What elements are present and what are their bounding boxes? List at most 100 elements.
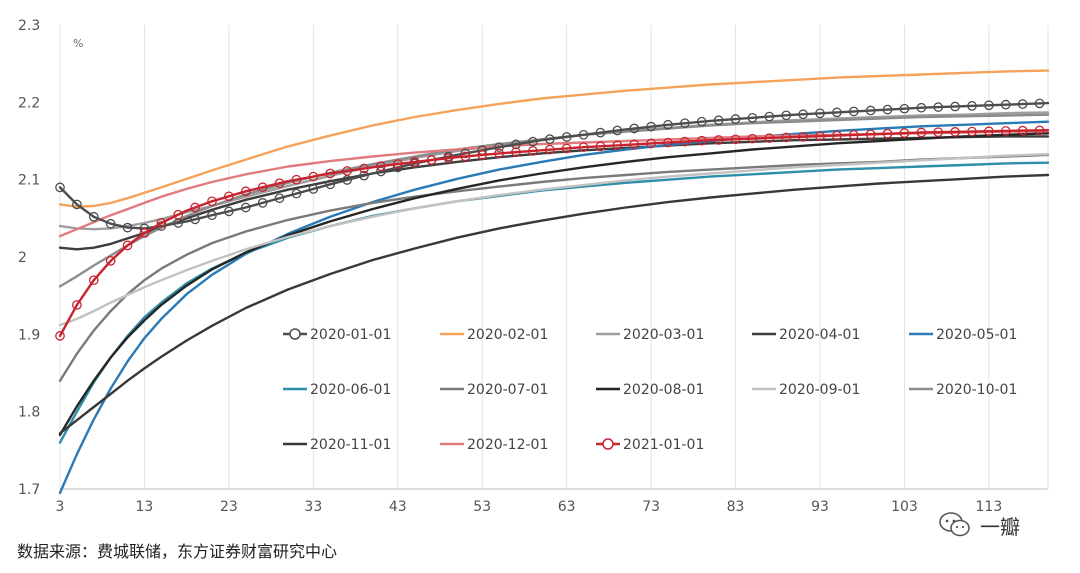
series-marker-2020-01-01	[680, 118, 690, 129]
series-marker-2021-01-01	[747, 133, 758, 144]
series-marker-2021-01-01	[865, 129, 876, 140]
grid	[59, 25, 990, 489]
series-marker-2021-01-01	[528, 146, 538, 156]
wechat-icon	[939, 512, 970, 537]
series-marker-2021-01-01	[325, 168, 336, 179]
legend-label-2020-08-01: 2020-08-01	[623, 382, 704, 398]
series-marker-2020-01-01	[1000, 99, 1011, 110]
series-line-2020-07-01	[58, 153, 1050, 382]
series-line-2020-04-01	[58, 135, 1050, 251]
legend-label-2020-02-01: 2020-02-01	[467, 327, 548, 343]
series-line-2020-02-01	[58, 69, 1050, 208]
series-marker-2021-01-01	[595, 141, 606, 152]
series-layer	[55, 69, 1050, 495]
series-marker-2020-01-01	[595, 127, 606, 138]
legend-marker-2020-01-01	[289, 328, 301, 340]
series-marker-2021-01-01	[55, 331, 65, 341]
series-marker-2020-01-01	[815, 108, 825, 119]
legend: 2020-01-01 2020-02-01 2020-03-01 2020-04-01…	[283, 327, 1017, 453]
x-tick-label: 43	[389, 499, 407, 515]
series-marker-2020-01-01	[1034, 98, 1045, 109]
series-marker-2020-01-01	[899, 103, 910, 114]
series-marker-2021-01-01	[257, 182, 268, 193]
series-marker-2021-01-01	[460, 151, 471, 162]
series-marker-2020-01-01	[274, 193, 285, 204]
series-marker-2020-01-01	[72, 199, 82, 210]
series-marker-2021-01-01	[764, 133, 775, 143]
series-marker-2021-01-01	[443, 153, 454, 164]
series-marker-2020-01-01	[122, 222, 133, 233]
series-marker-2021-01-01	[984, 126, 994, 137]
legend-label-2020-11-01: 2020-11-01	[310, 437, 391, 453]
x-tick-label: 103	[891, 499, 918, 515]
x-tick-label: 93	[811, 499, 829, 515]
series-marker-2021-01-01	[629, 139, 640, 150]
series-marker-2020-01-01	[646, 121, 656, 132]
series-line-2020-01-01	[58, 101, 1050, 230]
unit-label: %	[73, 37, 83, 50]
series-marker-2020-01-01	[848, 106, 859, 117]
series-marker-2020-01-01	[984, 100, 994, 111]
series-marker-2021-01-01	[72, 300, 82, 310]
series-marker-2020-01-01	[308, 184, 319, 194]
x-tick-label: 13	[136, 499, 154, 515]
series-marker-2021-01-01	[122, 240, 133, 251]
series-marker-2020-01-01	[325, 179, 336, 190]
series-marker-2021-01-01	[848, 130, 859, 140]
series-marker-2020-01-01	[88, 211, 99, 222]
y-tick-label: 2	[18, 250, 27, 266]
legend-label-2020-05-01: 2020-05-01	[936, 327, 1017, 343]
series-marker-2020-01-01	[798, 109, 808, 120]
series-marker-2021-01-01	[88, 275, 99, 286]
series-marker-2020-01-01	[629, 123, 640, 134]
series-marker-2021-01-01	[899, 128, 910, 138]
x-tick-label: 33	[304, 499, 322, 515]
series-marker-2020-01-01	[865, 105, 876, 116]
series-marker-2021-01-01	[612, 140, 623, 151]
series-marker-2020-01-01	[257, 198, 268, 208]
series-marker-2021-01-01	[207, 196, 217, 207]
series-marker-2021-01-01	[916, 127, 927, 138]
y-tick-label: 1.8	[18, 405, 40, 421]
series-marker-2021-01-01	[967, 126, 977, 137]
series-marker-2020-01-01	[663, 119, 673, 130]
series-marker-2021-01-01	[240, 186, 251, 197]
legend-label-2020-12-01: 2020-12-01	[467, 437, 548, 453]
watermark-text: 一瓣	[980, 514, 1020, 539]
series-marker-2020-01-01	[359, 170, 369, 181]
series-marker-2021-01-01	[342, 166, 352, 176]
series-marker-2021-01-01	[1017, 125, 1028, 136]
series-marker-2021-01-01	[882, 128, 893, 139]
series-marker-2020-01-01	[950, 101, 960, 112]
series-marker-2020-01-01	[494, 142, 504, 153]
series-marker-2020-01-01	[764, 111, 775, 122]
series-marker-2021-01-01	[291, 174, 302, 185]
axes: 3 13 23 33 43 53 63 73 83 93 103 113 1.7 1.8 1.9 2 2.1 2.…	[18, 18, 1049, 515]
y-tick-label: 2.2	[18, 95, 40, 111]
series-marker-2020-01-01	[612, 125, 623, 136]
series-marker-2020-01-01	[696, 116, 707, 127]
series-marker-2021-01-01	[578, 142, 589, 153]
series-marker-2021-01-01	[950, 127, 960, 137]
series-marker-2020-01-01	[224, 206, 234, 217]
x-tick-label: 23	[220, 499, 238, 515]
series-marker-2020-01-01	[916, 102, 927, 113]
legend-label-2020-03-01: 2020-03-01	[623, 327, 704, 343]
series-marker-2021-01-01	[156, 218, 167, 228]
x-tick-label: 113	[976, 499, 1003, 515]
series-marker-2021-01-01	[224, 191, 234, 202]
series-marker-2020-01-01	[190, 214, 200, 225]
series-marker-2021-01-01	[663, 137, 673, 148]
y-tick-label: 2.1	[18, 173, 40, 189]
series-marker-2021-01-01	[494, 148, 504, 159]
series-marker-2021-01-01	[815, 131, 825, 142]
series-marker-2021-01-01	[139, 228, 150, 238]
series-line-2020-06-01	[58, 161, 1050, 444]
series-marker-2021-01-01	[105, 256, 116, 266]
series-line-2020-11-01	[58, 173, 1050, 435]
series-line-2021-01-01	[58, 128, 1050, 338]
x-tick-label: 3	[56, 499, 65, 515]
series-marker-2021-01-01	[798, 131, 808, 142]
x-tick-label: 73	[642, 499, 660, 515]
